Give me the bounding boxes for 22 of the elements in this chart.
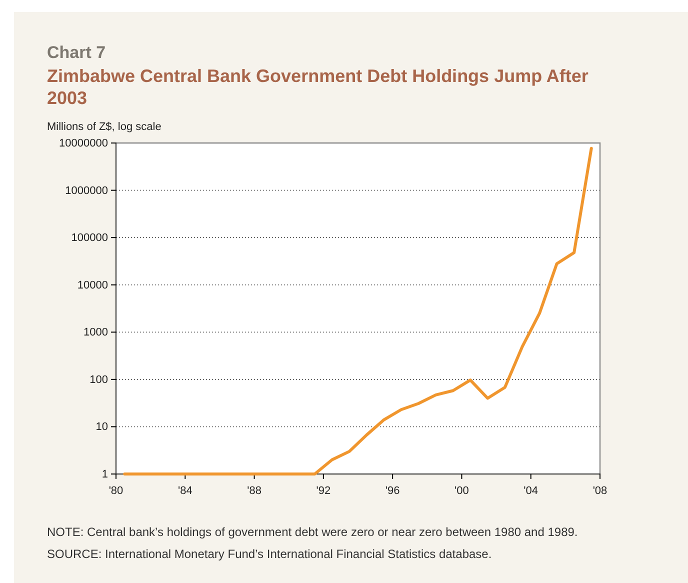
y-tick-label: 100: [90, 374, 108, 386]
x-tick-label: '84: [178, 485, 192, 498]
y-tick-label: 10000000: [59, 138, 108, 150]
x-tick-label: '04: [524, 485, 538, 498]
y-tick-label: 100000: [71, 232, 108, 244]
text: NOTE: Central bank’s holdings of government debt were zero or near zero between 1980 and 1989.: [47, 525, 578, 539]
x-tick-label: '88: [247, 485, 262, 498]
y-tick-label: 1: [102, 468, 108, 481]
x-tick-label: '00: [454, 485, 469, 498]
x-tick-label: '80: [108, 485, 124, 498]
y-tick-label: 10000: [77, 279, 108, 292]
y-tick-label: 1000000: [65, 184, 108, 197]
y-tick-label: 1000: [84, 326, 108, 339]
chart-title: Chart 7: [47, 43, 106, 62]
x-tick-label: '08: [592, 485, 608, 498]
source-note: SOURCE: International Monetary Fund’s International Financial Statistics database.: [47, 547, 492, 561]
y-axis-title: Millions of Z$, log scale: [47, 121, 162, 133]
x-tick-label: '92: [316, 485, 331, 498]
y-tick-label: 10: [96, 421, 108, 434]
line-series: [123, 146, 593, 476]
chart-subtitle: Zimbabwe Central Bank Government Debt Holdings Jump After 2003: [47, 66, 588, 108]
x-tick-label: '96: [385, 485, 400, 498]
